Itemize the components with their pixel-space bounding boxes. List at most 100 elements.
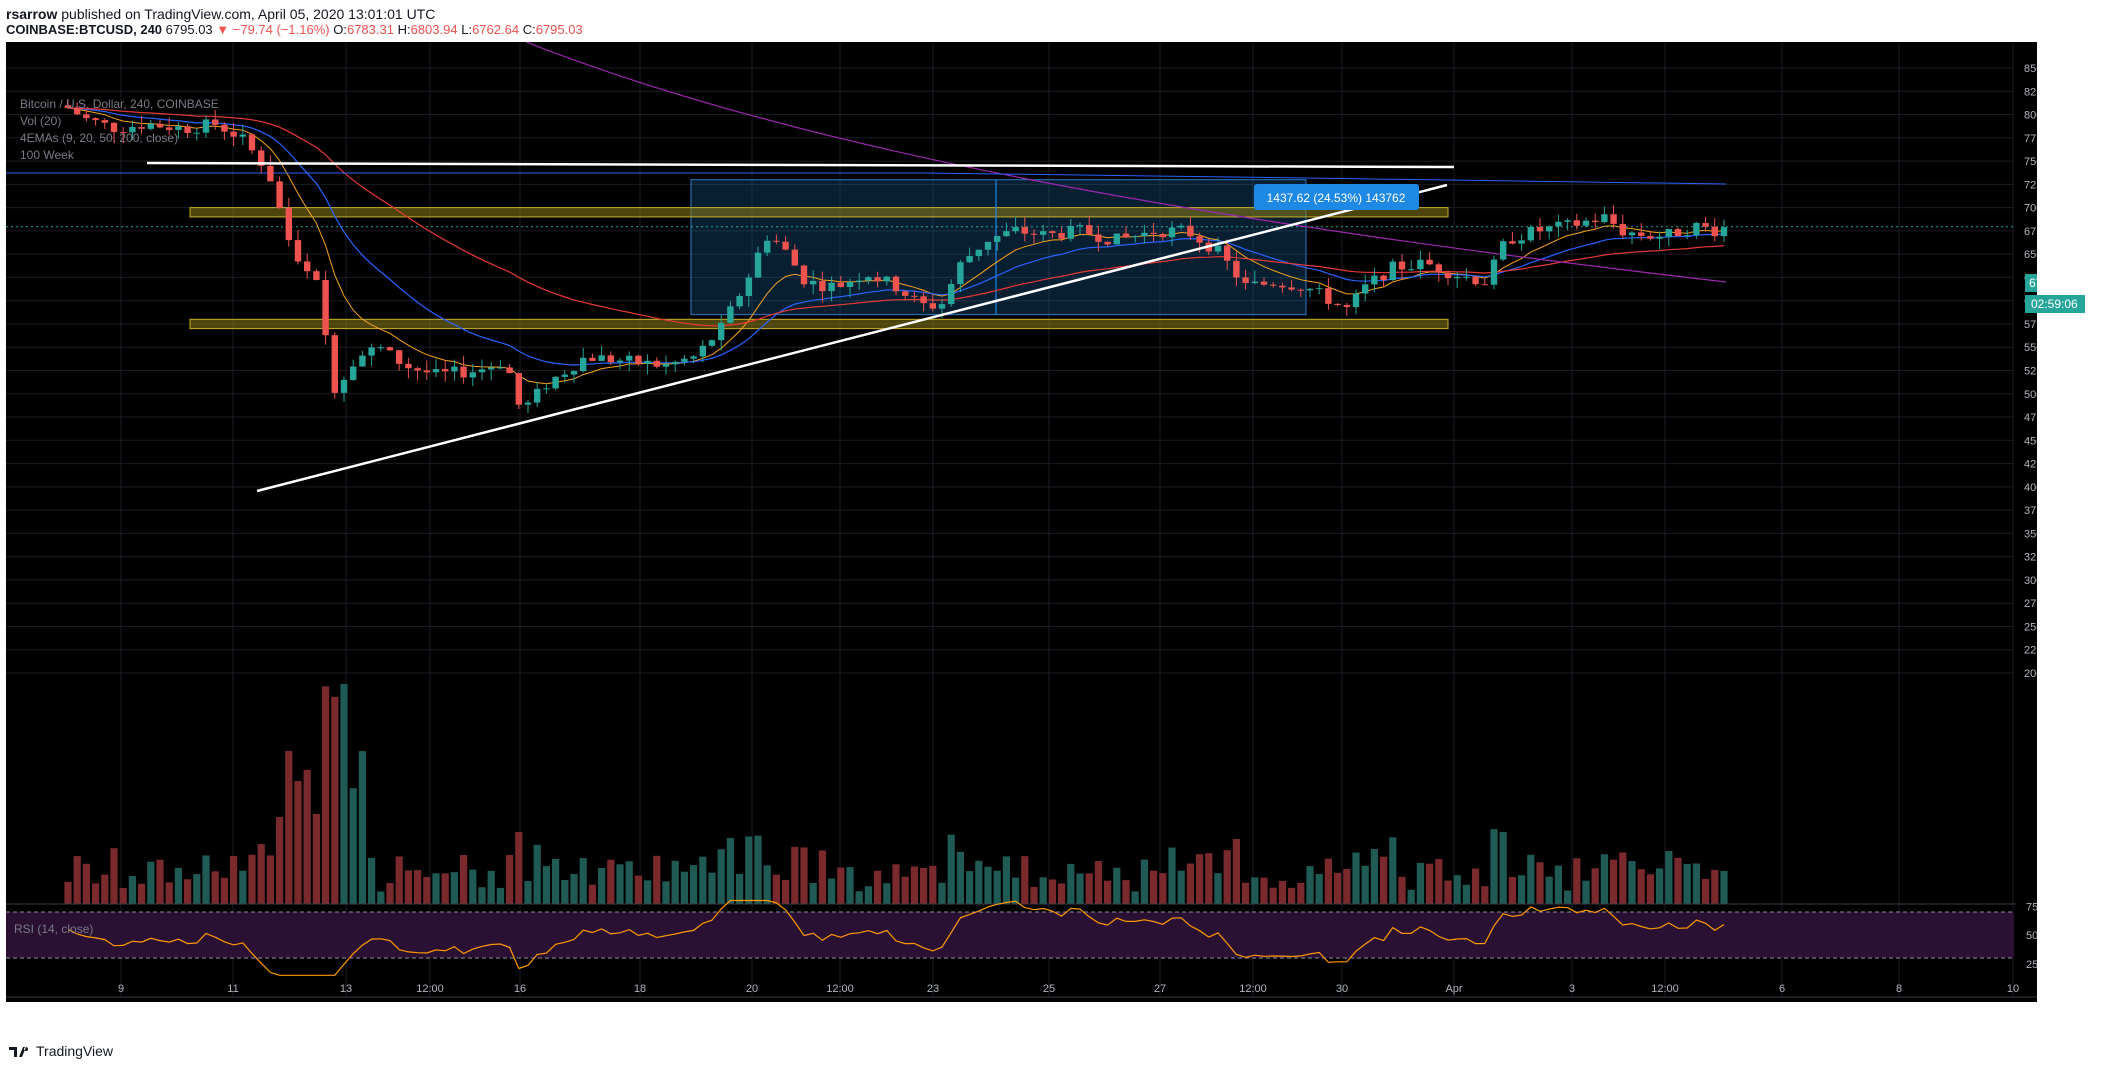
- volume-bar: [1656, 868, 1664, 904]
- zones-layer: [6, 179, 2014, 330]
- candle-body: [1224, 245, 1231, 261]
- volume-bar: [331, 696, 339, 904]
- candle-body: [120, 132, 127, 134]
- open-label: O:: [333, 22, 347, 37]
- candle-body: [460, 366, 467, 378]
- volume-bar: [1637, 869, 1645, 904]
- candle-body: [1610, 214, 1617, 224]
- measure-label[interactable]: 1437.62 (24.53%) 143762: [1254, 184, 1419, 210]
- candle-body: [1444, 272, 1452, 279]
- chart-svg[interactable]: 8500.00 8250.00 8000.00 7750.00 7500.00 7250.…: [6, 41, 2079, 1002]
- resistance-trendline: [146, 161, 1455, 169]
- candle-body: [1527, 227, 1534, 241]
- volume-bar: [1334, 872, 1342, 904]
- chart-area[interactable]: 8500.00 8250.00 8000.00 7750.00 7500.00 7250.…: [6, 41, 2079, 1002]
- volume-bar: [938, 882, 946, 904]
- volume-bar: [1610, 859, 1618, 904]
- low-label: L:: [461, 22, 473, 37]
- price-tick-label: 6500.00: [2024, 249, 2037, 261]
- candle-body: [184, 126, 191, 133]
- volume-bar: [598, 868, 606, 904]
- candle-body: [1362, 284, 1369, 294]
- week-100-line: [6, 172, 1727, 185]
- price-tick-label: 4500.00: [2024, 435, 2037, 447]
- candle-body: [1490, 259, 1498, 285]
- candle-body: [1279, 285, 1286, 288]
- candle-body: [644, 360, 651, 364]
- candle-body: [874, 277, 881, 282]
- volume-bar: [395, 856, 403, 904]
- candle-body: [258, 150, 265, 166]
- candle-body: [1702, 222, 1709, 227]
- candle-body: [1150, 232, 1157, 235]
- candle-body: [966, 256, 973, 263]
- time-tick-label: 9: [118, 983, 124, 995]
- trendlines[interactable]: [146, 161, 1455, 493]
- tradingview-logo[interactable]: TradingView: [8, 1043, 113, 1059]
- candle-body: [368, 347, 375, 356]
- volume-bar: [1260, 877, 1268, 904]
- volume-bar: [726, 838, 734, 904]
- candle-body: [1325, 288, 1332, 304]
- publish-line: rsarrow published on TradingView.com, Ap…: [6, 6, 435, 22]
- volume-bar: [910, 866, 918, 904]
- volume-bar: [110, 848, 118, 904]
- time-tick-label: 3: [1569, 983, 1575, 995]
- candle-body: [1665, 229, 1672, 237]
- candle-body: [543, 388, 550, 390]
- candle-body: [718, 322, 725, 341]
- volume-bar: [174, 867, 182, 904]
- volume-bar: [368, 857, 376, 904]
- candle-body: [1012, 227, 1019, 232]
- candle-body: [1656, 236, 1663, 239]
- candle-body: [773, 240, 780, 242]
- high-value: 6803.94: [410, 22, 458, 37]
- rsi-line: [67, 899, 1725, 976]
- candle-body: [902, 291, 909, 296]
- volume-bar: [570, 874, 578, 904]
- price-tick-label: 3500.00: [2024, 528, 2037, 540]
- lower-zone: [189, 318, 1449, 330]
- candle-body: [1086, 225, 1093, 235]
- open-value: 6783.31: [346, 22, 394, 37]
- candle-body: [1132, 236, 1139, 238]
- candle-body: [892, 276, 900, 292]
- candle-body: [1674, 229, 1682, 237]
- candle-body: [1178, 225, 1185, 228]
- candle-body: [1509, 241, 1516, 244]
- measure-label-text: 1437.62 (24.53%) 143762: [1267, 191, 1406, 205]
- volume-bar: [1536, 862, 1544, 904]
- author-name[interactable]: rsarrow: [6, 6, 58, 22]
- volume-bar: [1352, 852, 1360, 904]
- candle-body: [690, 356, 697, 359]
- price-tick-label: 8250.00: [2024, 86, 2037, 98]
- volume-bar: [680, 871, 688, 904]
- candle-body: [1260, 281, 1268, 285]
- candle-body: [1251, 281, 1258, 284]
- volume-bar: [1462, 884, 1470, 904]
- price-tick-label: 7750.00: [2024, 133, 2037, 145]
- time-tick-label: 12:00: [826, 983, 854, 995]
- candle-body: [984, 241, 992, 250]
- volume-bar: [864, 886, 872, 904]
- volume-bar: [1674, 857, 1682, 904]
- candle-body: [681, 358, 688, 362]
- volume-bar: [202, 855, 210, 904]
- volume-bar: [303, 769, 311, 904]
- grid: [6, 42, 2014, 997]
- volume-bar: [929, 865, 937, 904]
- candle-body: [1389, 261, 1396, 281]
- volume-bar: [690, 865, 698, 904]
- volume-bar: [763, 865, 771, 904]
- volume-bar: [450, 872, 458, 904]
- candle-body: [1104, 241, 1111, 245]
- price-axis[interactable]: 8500.00 8250.00 8000.00 7750.00 7500.00 7250.…: [2016, 42, 2064, 1002]
- candle-body: [1343, 305, 1350, 308]
- candle-body: [1546, 226, 1553, 232]
- time-axis[interactable]: 9 11 13 12:00 16 18 20 12:00 23 25 27 12:00 30 Apr 3 12…: [6, 983, 2037, 998]
- candle-body: [524, 402, 532, 405]
- candle-body: [1141, 232, 1148, 237]
- candle-body: [800, 265, 808, 285]
- volume-bar: [671, 860, 679, 904]
- candle-body: [957, 262, 964, 285]
